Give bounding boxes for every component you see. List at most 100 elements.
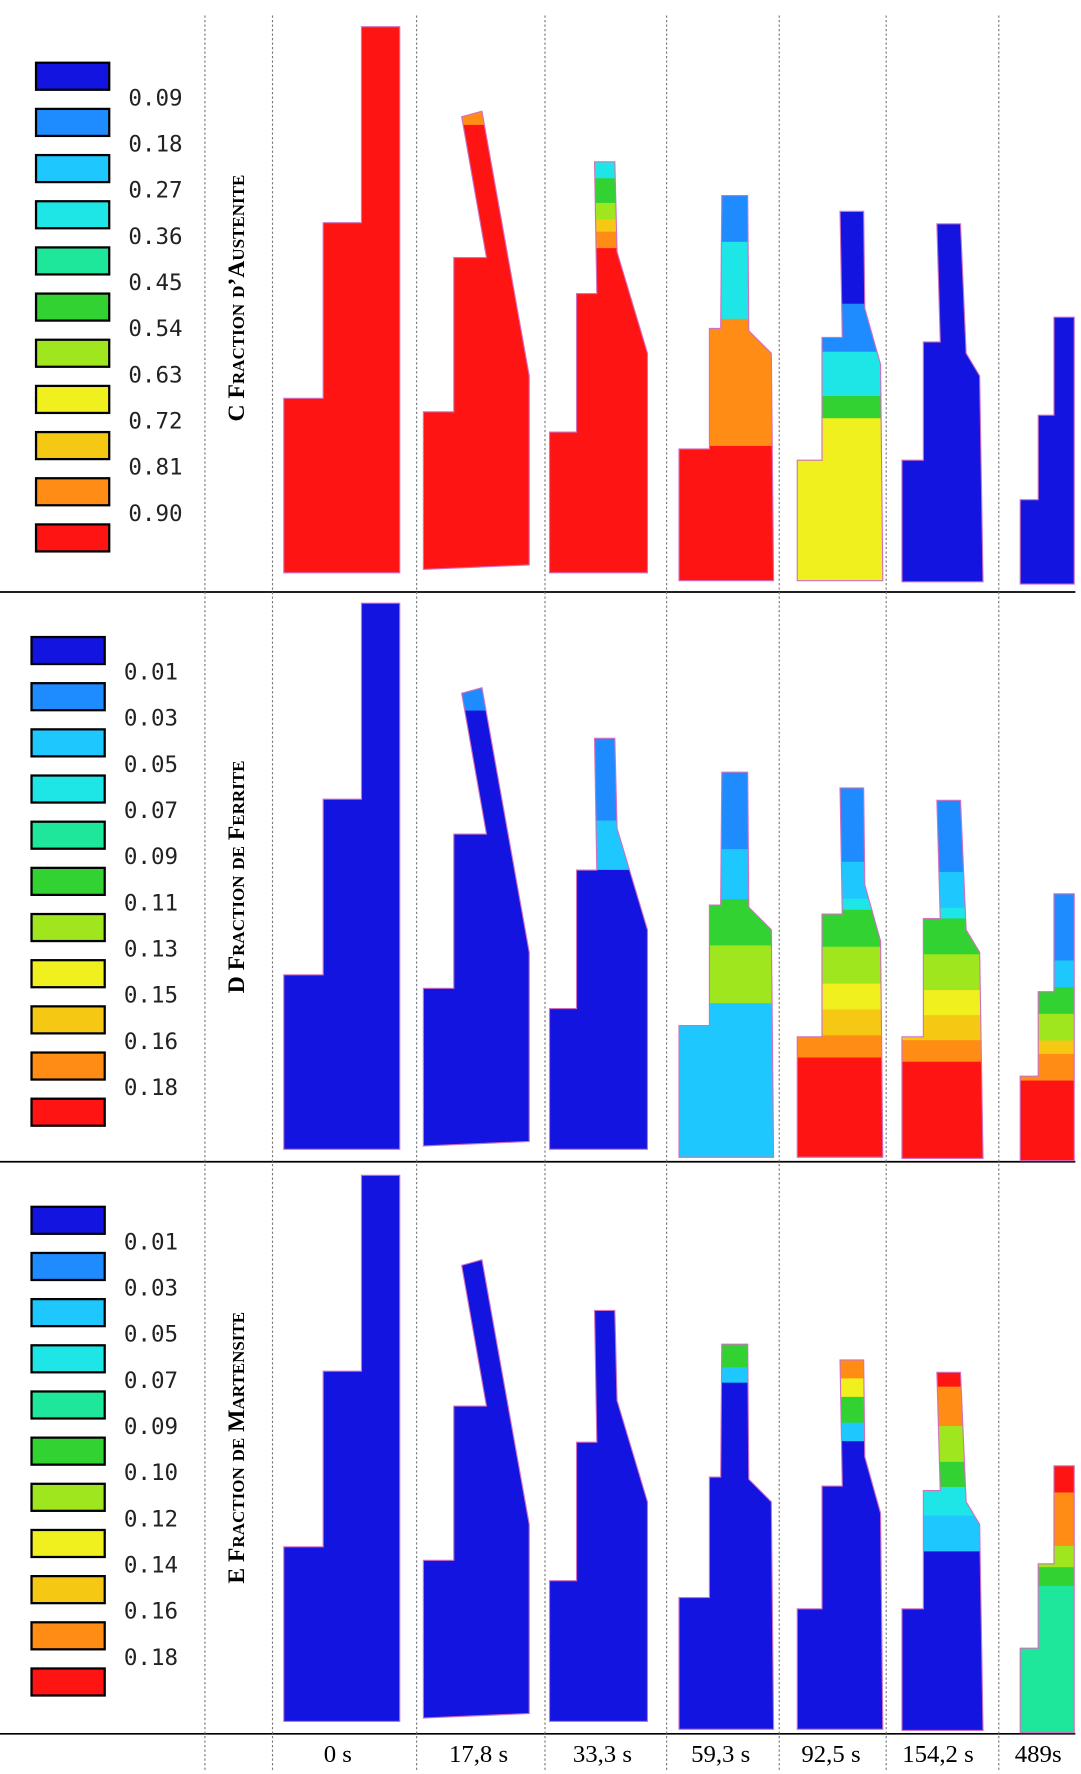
phase-band bbox=[549, 202, 648, 220]
phase-band bbox=[797, 946, 883, 985]
phase-band bbox=[549, 219, 648, 233]
legend-label: 0.12 bbox=[124, 1506, 178, 1532]
phase-band bbox=[901, 1386, 984, 1427]
specimen bbox=[423, 687, 530, 1146]
phase-band bbox=[901, 954, 984, 991]
phase-band bbox=[423, 687, 530, 712]
phase-band bbox=[901, 907, 984, 920]
phase-band bbox=[1020, 1465, 1075, 1494]
phase-band bbox=[679, 772, 774, 850]
legend-swatch bbox=[30, 1298, 106, 1328]
legend-label: 0.18 bbox=[124, 1075, 178, 1101]
specimen bbox=[679, 195, 774, 581]
specimen-outline bbox=[901, 223, 984, 583]
phase-band bbox=[549, 869, 648, 1150]
legend-label: 0.63 bbox=[128, 362, 182, 388]
phase-band bbox=[901, 871, 984, 909]
specimen bbox=[901, 1372, 984, 1731]
time-label: 92,5 s bbox=[801, 1741, 860, 1768]
time-label: 17,8 s bbox=[449, 1741, 508, 1768]
phase-band bbox=[901, 800, 984, 873]
phase-band bbox=[549, 248, 648, 573]
legend-label: 0.27 bbox=[128, 178, 182, 204]
legend-swatch bbox=[30, 1528, 106, 1559]
phase-band bbox=[797, 1009, 883, 1036]
row-title: D Fraction de Ferrite bbox=[224, 760, 250, 993]
specimen-outline bbox=[796, 210, 884, 582]
phase-band bbox=[1020, 1053, 1075, 1082]
specimen bbox=[549, 161, 648, 573]
legend-swatch bbox=[30, 1575, 106, 1605]
specimen-outline bbox=[548, 1309, 649, 1722]
phase-band bbox=[797, 861, 883, 900]
legend-label: 0.01 bbox=[124, 1229, 178, 1255]
legend-swatch bbox=[34, 200, 111, 230]
specimen bbox=[423, 1259, 530, 1719]
legend-label: 0.03 bbox=[124, 1275, 178, 1301]
specimen bbox=[283, 1175, 400, 1722]
specimen bbox=[549, 738, 648, 1150]
specimen-outline bbox=[283, 1174, 401, 1722]
phase-band bbox=[679, 1367, 774, 1384]
legend-swatch bbox=[34, 430, 111, 461]
phase-band bbox=[797, 1396, 883, 1424]
specimen-outline bbox=[796, 1359, 884, 1730]
legend-label: 0.90 bbox=[128, 501, 182, 527]
phase-band bbox=[679, 241, 774, 320]
legend-swatch bbox=[30, 1436, 106, 1466]
phase-band bbox=[549, 231, 648, 249]
phase-band bbox=[901, 990, 984, 1016]
legend-swatch bbox=[30, 1482, 106, 1512]
phase-band bbox=[549, 820, 648, 871]
phase-band bbox=[901, 223, 984, 582]
legend-swatch bbox=[34, 384, 111, 415]
phase-band bbox=[1020, 1080, 1075, 1161]
phase-band bbox=[901, 1515, 984, 1552]
specimen-outline bbox=[548, 161, 649, 574]
legend-swatch bbox=[30, 912, 106, 943]
phase-band bbox=[901, 1551, 984, 1731]
specimen bbox=[797, 1359, 883, 1730]
specimen bbox=[901, 223, 984, 582]
time-label: 59,3 s bbox=[691, 1741, 750, 1768]
phase-band bbox=[549, 178, 648, 204]
phase-band bbox=[1020, 1585, 1075, 1733]
phase-band bbox=[797, 909, 883, 948]
specimen-outline bbox=[678, 1343, 775, 1730]
phase-band bbox=[901, 1486, 984, 1517]
legend-label: 0.05 bbox=[124, 1322, 178, 1348]
phase-band bbox=[1020, 317, 1075, 585]
legend-label: 0.03 bbox=[124, 706, 178, 732]
legend-swatch bbox=[30, 1251, 106, 1282]
legend-label: 0.16 bbox=[124, 1599, 178, 1625]
legend-swatch bbox=[34, 292, 111, 322]
specimen bbox=[549, 1310, 648, 1722]
legend-swatch bbox=[34, 246, 111, 276]
legend-swatch bbox=[34, 107, 111, 138]
phase-band bbox=[1020, 1567, 1075, 1587]
specimen-outline bbox=[422, 1259, 530, 1719]
phase-band bbox=[679, 445, 774, 581]
specimen bbox=[1020, 317, 1075, 585]
time-label: 33,3 s bbox=[573, 1741, 632, 1768]
legend-swatch bbox=[30, 682, 106, 712]
legend-label: 0.09 bbox=[124, 844, 178, 870]
specimen-outline bbox=[283, 602, 401, 1150]
specimen bbox=[1020, 1465, 1075, 1733]
phase-band bbox=[901, 1061, 984, 1159]
specimen-outline bbox=[678, 771, 775, 1158]
legend-swatch bbox=[30, 820, 106, 850]
legend-label: 0.36 bbox=[128, 224, 182, 250]
legend-label: 0.13 bbox=[124, 937, 178, 963]
legend-label: 0.10 bbox=[124, 1460, 178, 1486]
phase-band bbox=[549, 1310, 648, 1722]
phase-band bbox=[679, 945, 774, 1004]
legend-swatch bbox=[34, 477, 111, 507]
legend-label: 0.45 bbox=[128, 270, 182, 296]
phase-band bbox=[1020, 960, 1075, 988]
specimen-outline bbox=[422, 110, 530, 571]
specimen bbox=[1020, 893, 1075, 1161]
legend-label: 0.09 bbox=[128, 85, 182, 111]
phase-band bbox=[797, 418, 883, 581]
